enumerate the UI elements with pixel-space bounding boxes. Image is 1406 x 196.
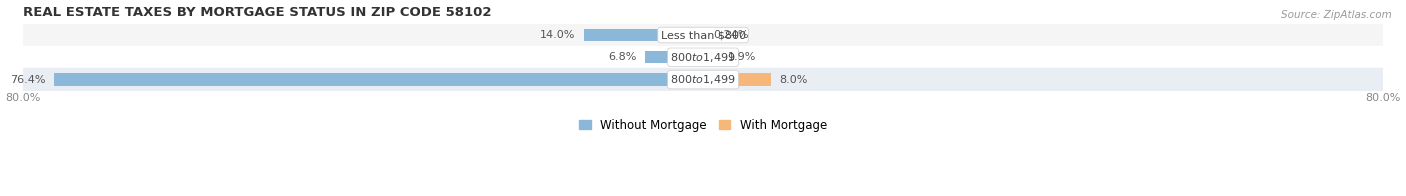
Text: 1.9%: 1.9% [728,52,756,62]
Bar [24,46,1382,68]
Text: REAL ESTATE TAXES BY MORTGAGE STATUS IN ZIP CODE 58102: REAL ESTATE TAXES BY MORTGAGE STATUS IN … [24,5,492,19]
Text: 76.4%: 76.4% [10,74,45,84]
Text: 8.0%: 8.0% [779,74,808,84]
Bar [583,29,703,41]
Text: $800 to $1,499: $800 to $1,499 [671,73,735,86]
Text: Source: ZipAtlas.com: Source: ZipAtlas.com [1281,10,1392,20]
Text: $800 to $1,499: $800 to $1,499 [671,51,735,64]
Text: 14.0%: 14.0% [540,30,575,40]
Legend: Without Mortgage, With Mortgage: Without Mortgage, With Mortgage [579,119,827,132]
Bar [703,29,704,41]
Bar [703,51,720,64]
Bar [703,74,770,86]
Text: 0.24%: 0.24% [714,30,749,40]
Text: Less than $800: Less than $800 [661,30,745,40]
Bar [53,74,703,86]
Bar [24,24,1382,46]
Bar [24,68,1382,91]
Bar [645,51,703,64]
Text: 6.8%: 6.8% [609,52,637,62]
